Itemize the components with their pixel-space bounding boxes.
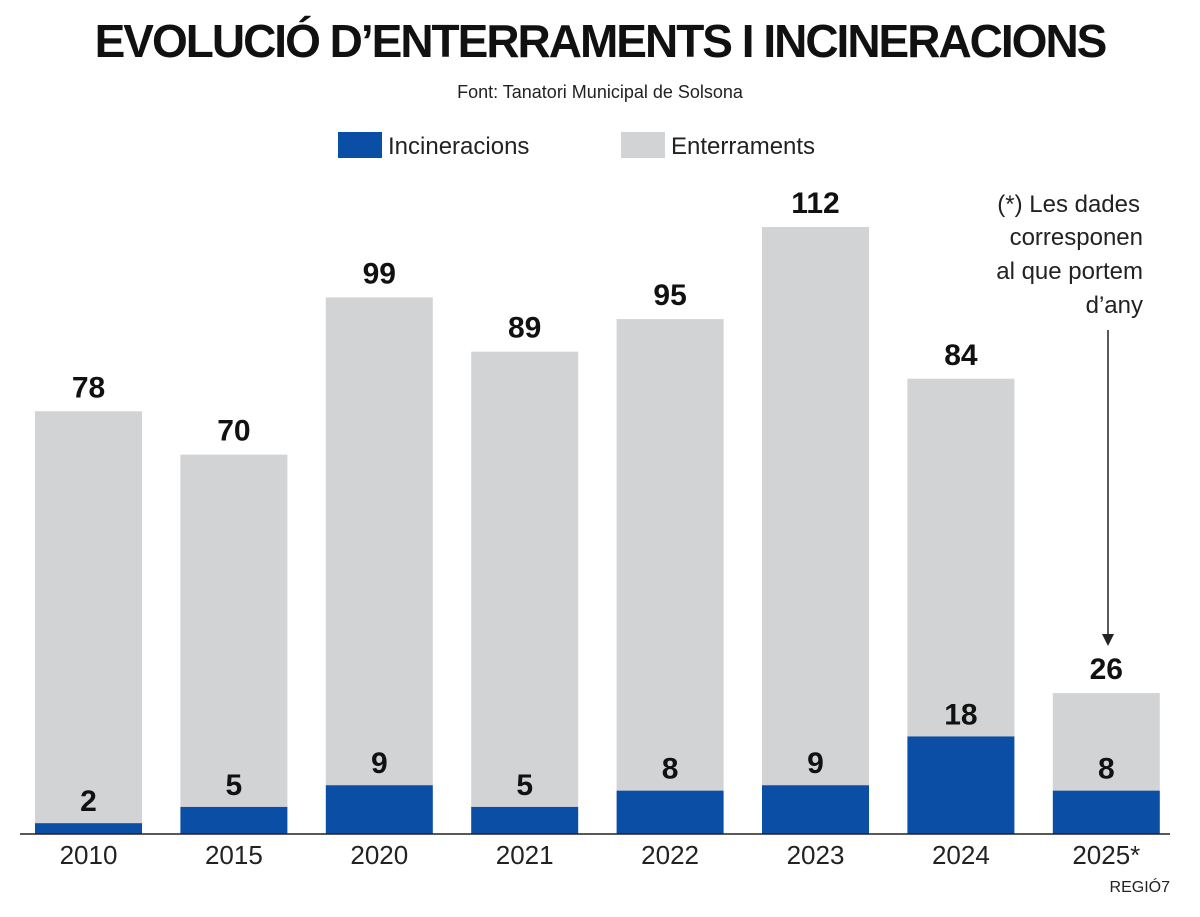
bar-enterraments xyxy=(616,319,724,791)
legend-label-incineracions: Incineracions xyxy=(388,133,529,160)
x-tick-label: 2024 xyxy=(932,840,990,870)
incineracions-label: 9 xyxy=(371,747,388,780)
x-tick-label: 2015 xyxy=(205,840,263,870)
x-tick-label: 2022 xyxy=(641,840,699,870)
bar-incineracions xyxy=(616,790,724,834)
annotation-line: d’any xyxy=(1086,292,1143,319)
bar-enterraments xyxy=(180,454,288,807)
bar-incineracions xyxy=(1052,790,1160,834)
bar-enterraments xyxy=(907,378,1015,737)
incineracions-label: 5 xyxy=(226,769,243,802)
legend-swatch-incineracions xyxy=(338,132,382,158)
chart-source: Font: Tanatori Municipal de Solsona xyxy=(457,82,743,102)
total-label: 95 xyxy=(653,279,686,312)
legend: Incineracions Enterraments xyxy=(338,132,815,160)
x-tick-label: 2020 xyxy=(350,840,408,870)
incineracions-label: 2 xyxy=(80,785,97,818)
bars: 7822010705201599920208952021958202211292… xyxy=(35,187,1160,870)
total-label: 78 xyxy=(72,371,105,404)
incineracions-label: 18 xyxy=(944,698,977,731)
bar-enterraments xyxy=(762,227,869,786)
total-label: 26 xyxy=(1090,653,1123,686)
total-label: 99 xyxy=(363,257,396,290)
bar-incineracions xyxy=(180,806,288,834)
bar-enterraments xyxy=(35,411,142,824)
x-tick-label: 2025* xyxy=(1072,840,1140,870)
incineracions-label: 9 xyxy=(807,747,824,780)
chart-title: EVOLUCIÓ D’ENTERRAMENTS I INCINERACIONS xyxy=(94,15,1108,67)
bar-enterraments xyxy=(325,297,433,786)
x-tick-label: 2010 xyxy=(60,840,118,870)
total-label: 112 xyxy=(791,187,839,220)
bar-incineracions xyxy=(907,736,1015,834)
annotation-line: corresponen xyxy=(1010,224,1143,251)
bar-incineracions xyxy=(325,785,433,834)
legend-swatch-enterraments xyxy=(621,132,665,158)
annotation-line: al que portem xyxy=(996,258,1143,285)
bar-enterraments xyxy=(1052,693,1160,791)
x-tick-label: 2023 xyxy=(787,840,845,870)
bar-incineracions xyxy=(35,823,142,834)
bar-incineracions xyxy=(762,785,869,834)
annotation-line: (*) Les dades xyxy=(997,191,1140,218)
legend-label-enterraments: Enterraments xyxy=(671,133,815,160)
x-tick-label: 2021 xyxy=(496,840,554,870)
incineracions-label: 8 xyxy=(1098,753,1115,786)
total-label: 70 xyxy=(217,415,250,448)
bar-incineracions xyxy=(471,806,579,834)
total-label: 89 xyxy=(508,312,541,345)
brand-logo: REGIÓ7 xyxy=(1109,879,1170,896)
incineracions-label: 8 xyxy=(662,753,679,786)
total-label: 84 xyxy=(944,339,978,372)
footnote-annotation: (*) Les dades corresponen al que portem … xyxy=(996,191,1143,646)
annotation-arrow-head xyxy=(1102,634,1114,646)
incineracions-label: 5 xyxy=(516,769,533,802)
bar-enterraments xyxy=(471,351,579,807)
